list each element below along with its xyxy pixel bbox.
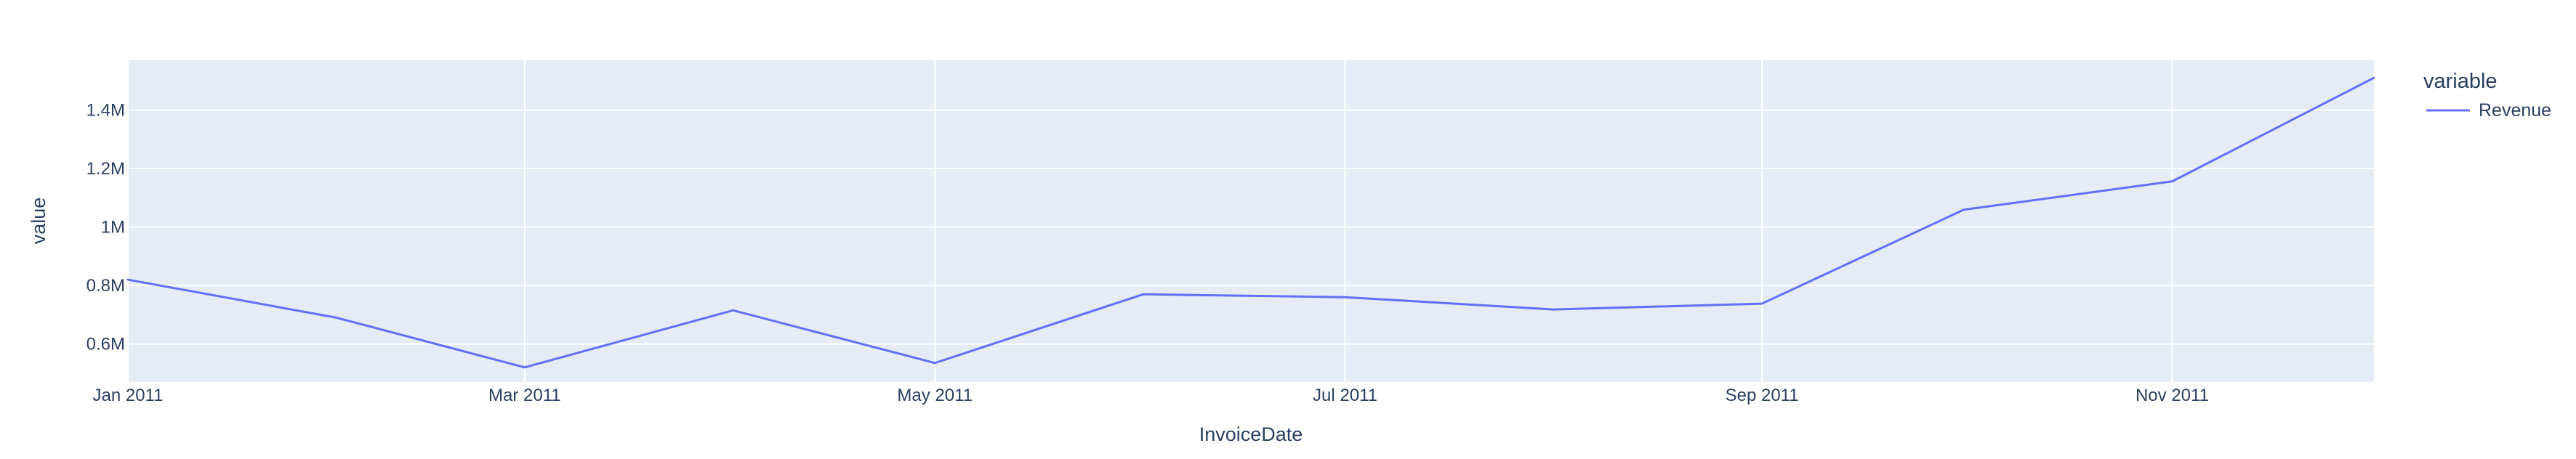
legend-title: variable [2423, 70, 2497, 93]
x-tick-label: Jan 2011 [93, 386, 164, 405]
x-axis-title: InvoiceDate [1199, 423, 1303, 445]
y-tick-label: 1.2M [86, 159, 125, 179]
x-tick-labels: Jan 2011 Mar 2011 May 2011 Jul 2011 Sep 2011… [93, 386, 2209, 405]
x-tick-label: Jul 2011 [1313, 386, 1377, 405]
x-tick-label: May 2011 [897, 386, 973, 405]
legend-label: Revenue [2479, 100, 2551, 121]
y-tick-label: 0.8M [86, 276, 125, 296]
x-tick-label: Nov 2011 [2136, 386, 2209, 405]
x-tick-label: Sep 2011 [1726, 386, 1799, 405]
y-tick-label: 1M [101, 218, 125, 237]
y-grid [128, 109, 2374, 345]
y-tick-label: 0.6M [86, 335, 125, 354]
plot-area [128, 60, 2374, 382]
legend: variable Revenue [2423, 70, 2551, 121]
series-lines [126, 76, 2375, 369]
legend-items: Revenue [2426, 100, 2551, 121]
x-tick-label: Mar 2011 [488, 386, 561, 405]
y-axis-title: value [28, 198, 49, 245]
y-tick-labels: 0.6M 0.8M 1M 1.2M 1.4M [86, 100, 125, 354]
x-grid [127, 60, 2173, 382]
series-line-revenue [126, 76, 2375, 369]
y-tick-label: 1.4M [86, 100, 125, 120]
